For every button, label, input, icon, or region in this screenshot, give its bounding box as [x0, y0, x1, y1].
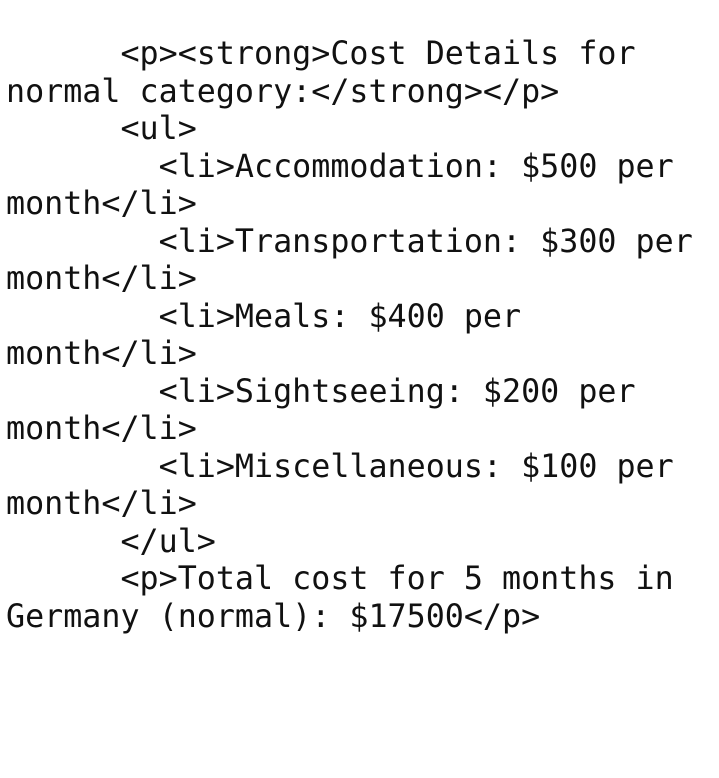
code-line: <li>Transportation: $300 per: [6, 223, 693, 260]
code-line: month</li>: [6, 336, 197, 372]
code-line: <li>Accommodation: $500 per: [6, 148, 674, 185]
code-line: month</li>: [6, 186, 197, 222]
code-line: month</li>: [6, 486, 197, 522]
code-line: month</li>: [6, 261, 197, 297]
code-line: Germany (normal): $17500</p>: [6, 598, 541, 635]
code-line: <li>Meals: $400 per: [6, 298, 522, 335]
code-line: <p><strong>Cost Details for: [6, 36, 636, 72]
code-line: <li>Miscellaneous: $100 per: [6, 448, 674, 485]
code-line: <ul>: [6, 111, 197, 147]
code-block: <p><strong>Cost Details for normal catego…: [6, 36, 693, 636]
code-line: <p>Total cost for 5 months in: [6, 561, 674, 597]
code-line: <li>Sightseeing: $200 per: [6, 373, 636, 410]
code-line: month</li>: [6, 411, 197, 447]
code-line: normal category:</strong></p>: [6, 73, 560, 110]
code-line: </ul>: [6, 523, 216, 560]
